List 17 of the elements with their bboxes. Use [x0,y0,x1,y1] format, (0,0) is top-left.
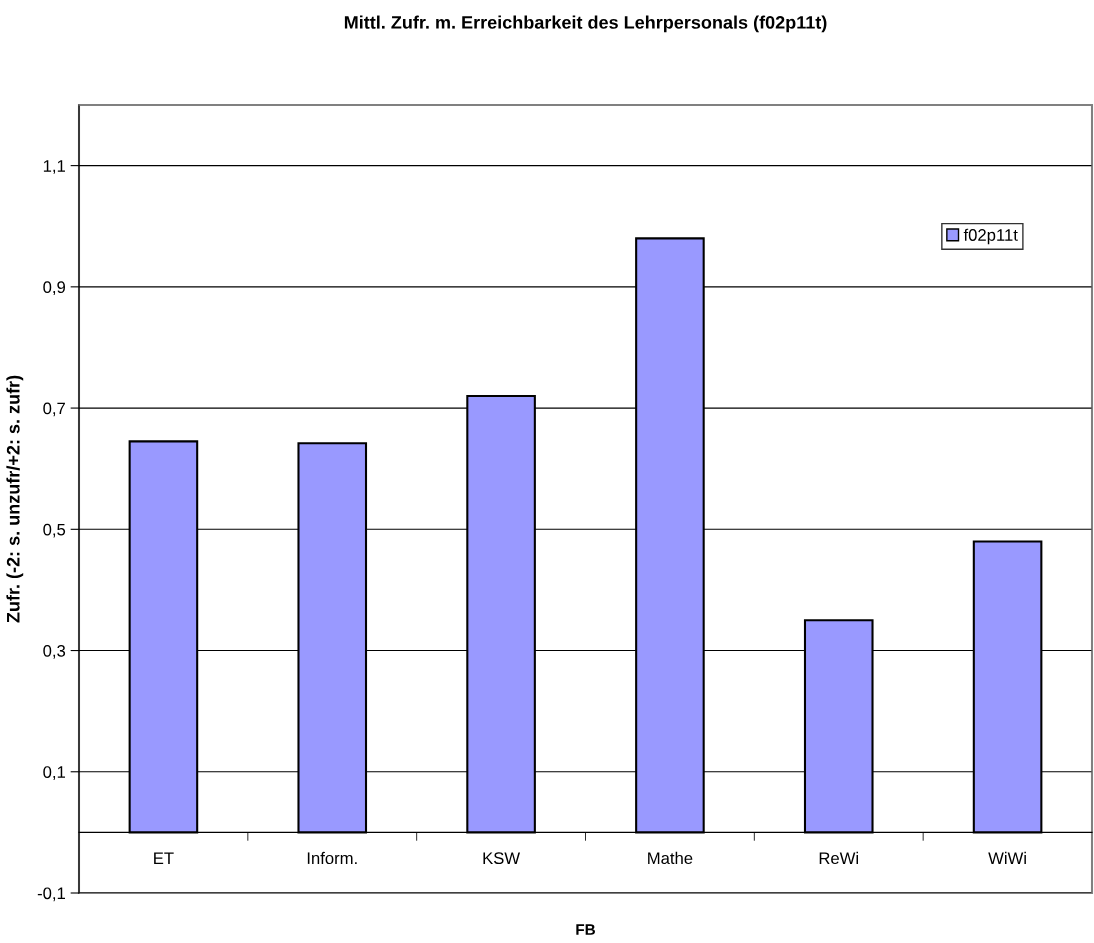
x-tick-label: Inform. [307,851,357,865]
x-tick-label: WiWi [988,851,1026,864]
y-tick-label: 0,1 [43,766,65,780]
y-tick-label: 1,1 [43,160,65,174]
y-tick-label: 0,9 [43,281,66,296]
x-tick-label: ET [154,852,174,864]
y-tick-label: -0,1 [37,887,65,902]
legend-label: f02p11t [963,228,1018,245]
y-axis-title: Zufr. (-2: s. unzufr/+2: s. zufr) [6,375,24,623]
y-tick-label: 0,5 [43,523,66,538]
y-tick-label: 0,7 [43,402,65,417]
y-tick-label: 0,3 [43,644,66,659]
x-tick-label: Mathe [648,851,693,865]
x-axis-title: FB [576,924,595,935]
x-tick-label: KSW [483,852,521,865]
x-tick-label: ReWi [819,851,858,865]
chart-title: Mittl. Zufr. m. Erreichbarkeit des Lehrpersonals (f02p11t) [344,15,827,33]
